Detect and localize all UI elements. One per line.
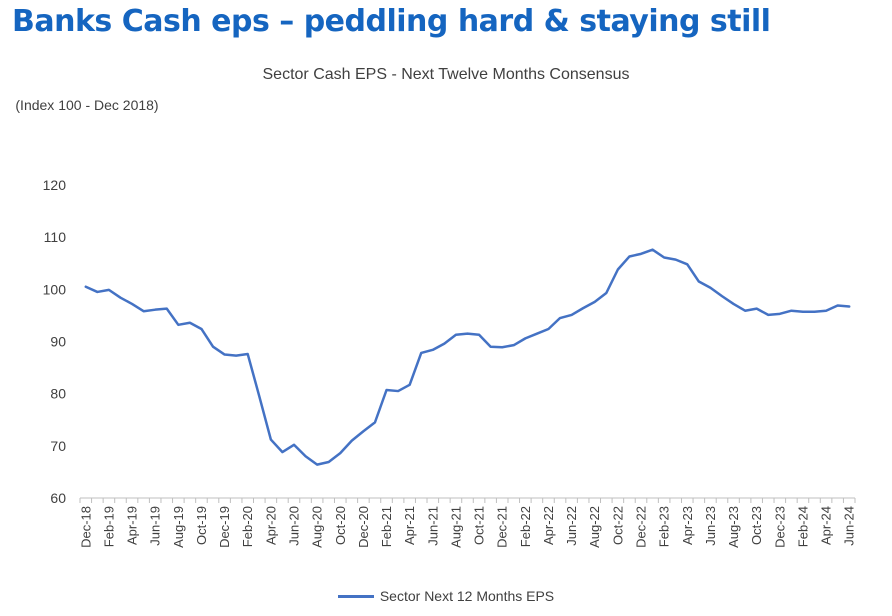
y-tick-label: 70 xyxy=(50,438,66,454)
x-tick-label: Jun-20 xyxy=(286,506,301,546)
y-tick-label: 90 xyxy=(50,334,66,350)
x-tick-label: Oct-21 xyxy=(472,506,487,545)
legend-label: Sector Next 12 Months EPS xyxy=(379,588,555,604)
x-axis-ticks: Dec-18 Feb-19 Apr-19 Jun-19 Aug-19 Oct-19 Dec-… xyxy=(78,498,857,548)
y-tick-label: 120 xyxy=(43,177,67,193)
x-tick-label: Apr-22 xyxy=(541,506,556,545)
x-tick-label: Dec-22 xyxy=(634,506,649,548)
x-tick-label: Feb-23 xyxy=(657,506,672,547)
y-tick-label: 80 xyxy=(50,386,66,402)
x-tick-label: Oct-20 xyxy=(333,506,348,545)
legend-swatch xyxy=(337,594,374,598)
x-tick-label: Oct-19 xyxy=(194,506,209,545)
x-tick-label: Jun-23 xyxy=(703,506,718,546)
series-line xyxy=(84,248,851,466)
legend: Sector Next 12 Months EPS xyxy=(0,588,892,604)
x-tick-label: Oct-22 xyxy=(610,506,625,545)
x-tick-label: Aug-22 xyxy=(587,506,602,548)
x-tick-label: Apr-21 xyxy=(402,506,417,545)
x-tick-label: Feb-24 xyxy=(795,506,810,547)
x-tick-label: Feb-21 xyxy=(379,506,394,547)
page-headline: Banks Cash eps – peddling hard & staying… xyxy=(12,4,771,39)
x-tick-label: Jun-24 xyxy=(842,506,857,546)
y-axis-unit-label: (Index 100 - Dec 2018) xyxy=(15,97,159,113)
y-tick-label: 60 xyxy=(50,490,66,506)
x-tick-label: Apr-23 xyxy=(680,506,695,545)
x-tick-label: Oct-23 xyxy=(749,506,764,545)
y-tick-label: 100 xyxy=(43,281,67,297)
x-tick-label: Apr-19 xyxy=(125,506,140,545)
x-tick-label: Dec-20 xyxy=(356,506,371,548)
x-tick-label: Dec-18 xyxy=(78,506,93,548)
x-tick-label: Feb-20 xyxy=(240,506,255,547)
y-axis-ticks: 60 70 80 90 100 110 120 xyxy=(43,177,67,506)
x-tick-label: Aug-20 xyxy=(310,506,325,548)
x-tick-label: Jun-21 xyxy=(425,506,440,546)
x-tick-label: Feb-22 xyxy=(518,506,533,547)
x-tick-label: Aug-23 xyxy=(726,506,741,548)
x-tick-label: Apr-20 xyxy=(263,506,278,545)
y-tick-label: 110 xyxy=(44,229,67,245)
x-tick-label: Aug-21 xyxy=(448,506,463,548)
x-tick-label: Apr-24 xyxy=(819,506,834,545)
x-tick-label: Feb-19 xyxy=(101,506,116,547)
chart-title: Sector Cash EPS - Next Twelve Months Con… xyxy=(262,66,630,83)
series-layer xyxy=(84,248,851,466)
x-tick-label: Dec-19 xyxy=(217,506,232,548)
x-tick-label: Dec-21 xyxy=(495,506,510,548)
x-tick-label: Jun-22 xyxy=(564,506,579,546)
x-tick-label: Dec-23 xyxy=(772,506,787,548)
x-tick-label: Aug-19 xyxy=(171,506,186,548)
x-tick-label: Jun-19 xyxy=(148,506,163,546)
